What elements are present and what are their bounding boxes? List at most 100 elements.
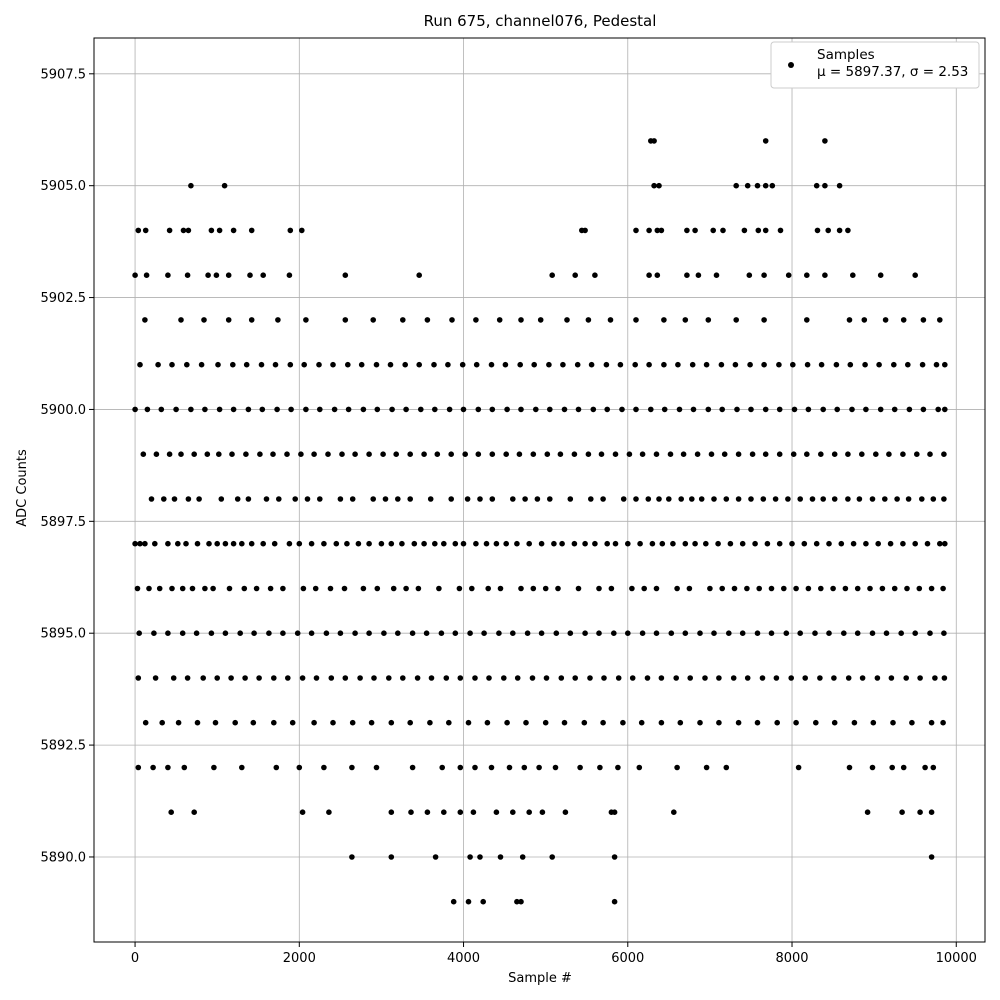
data-point <box>762 138 769 144</box>
data-point <box>523 719 529 726</box>
data-point <box>253 585 260 592</box>
data-point <box>582 540 588 547</box>
data-point <box>317 406 323 413</box>
data-point <box>409 764 416 771</box>
data-point <box>854 630 861 636</box>
data-point <box>682 317 689 323</box>
data-point <box>251 630 257 636</box>
data-point <box>836 182 843 189</box>
data-point <box>788 675 794 681</box>
data-point <box>734 406 740 413</box>
data-point <box>653 585 660 592</box>
data-point <box>661 406 668 413</box>
data-point <box>785 496 791 502</box>
data-point <box>349 764 355 771</box>
data-point <box>543 675 550 681</box>
data-point <box>409 630 416 636</box>
data-point <box>166 451 173 458</box>
data-point <box>547 406 553 413</box>
data-point <box>692 227 698 234</box>
data-point <box>542 585 549 592</box>
data-point <box>183 540 189 547</box>
data-point <box>155 361 161 368</box>
data-point <box>501 675 507 681</box>
legend-box <box>770 41 980 89</box>
data-point <box>582 630 588 636</box>
data-point <box>632 361 638 368</box>
data-point <box>754 182 761 189</box>
data-point <box>887 540 894 547</box>
data-point <box>368 719 375 726</box>
legend: Samples μ = 5897.37, σ = 2.53 <box>770 41 980 89</box>
data-point <box>588 361 595 368</box>
y-axis-label: ADC Counts <box>15 449 30 527</box>
data-point <box>790 451 797 458</box>
data-point <box>374 406 381 413</box>
data-point <box>886 451 892 458</box>
data-point <box>698 496 705 502</box>
data-point <box>488 764 495 771</box>
data-point <box>465 719 472 726</box>
data-point <box>600 719 606 726</box>
data-point <box>228 675 234 681</box>
data-point <box>331 406 338 413</box>
x-tick-label: 4000 <box>447 951 480 966</box>
data-point <box>756 585 762 592</box>
data-point <box>928 719 935 726</box>
data-point <box>684 272 690 279</box>
legend-marker <box>788 62 794 68</box>
data-point <box>518 585 524 592</box>
data-point <box>171 496 178 502</box>
data-point <box>629 585 635 592</box>
data-point <box>604 540 610 547</box>
chart-title: Run 675, channel076, Pedestal <box>424 12 657 30</box>
data-point <box>876 361 882 368</box>
data-point <box>330 719 336 726</box>
data-point <box>222 630 229 636</box>
data-point <box>267 585 274 592</box>
data-point <box>418 406 424 413</box>
data-point <box>894 496 900 502</box>
data-point <box>874 675 881 681</box>
data-point <box>258 361 265 368</box>
data-point <box>225 317 232 323</box>
data-point <box>675 361 681 368</box>
data-point <box>802 675 808 681</box>
data-point <box>611 898 618 905</box>
data-point <box>658 675 665 681</box>
data-point <box>777 227 784 234</box>
data-point <box>877 272 884 279</box>
data-point <box>849 406 855 413</box>
data-point <box>415 585 422 592</box>
data-point <box>373 361 380 368</box>
data-point <box>856 496 863 502</box>
data-point <box>820 496 826 502</box>
data-point <box>721 451 728 458</box>
data-point <box>201 317 207 323</box>
data-point <box>899 809 905 815</box>
data-point <box>551 540 557 547</box>
data-point <box>357 675 363 681</box>
data-point <box>472 764 478 771</box>
data-point <box>481 630 487 636</box>
data-point <box>214 540 220 547</box>
data-point <box>308 540 315 547</box>
data-point <box>859 675 866 681</box>
data-point <box>651 182 657 189</box>
data-point <box>514 898 520 905</box>
data-point <box>516 451 523 458</box>
data-point <box>611 630 617 636</box>
data-point <box>592 540 598 547</box>
data-point <box>382 496 389 502</box>
data-point <box>285 675 291 681</box>
data-point <box>611 809 618 815</box>
data-point <box>906 406 913 413</box>
data-point <box>625 540 631 547</box>
data-point <box>773 675 780 681</box>
data-point <box>421 451 427 458</box>
data-point <box>942 361 948 368</box>
data-point <box>341 585 348 592</box>
data-point <box>723 496 730 502</box>
data-point <box>560 361 566 368</box>
data-point <box>879 585 886 592</box>
